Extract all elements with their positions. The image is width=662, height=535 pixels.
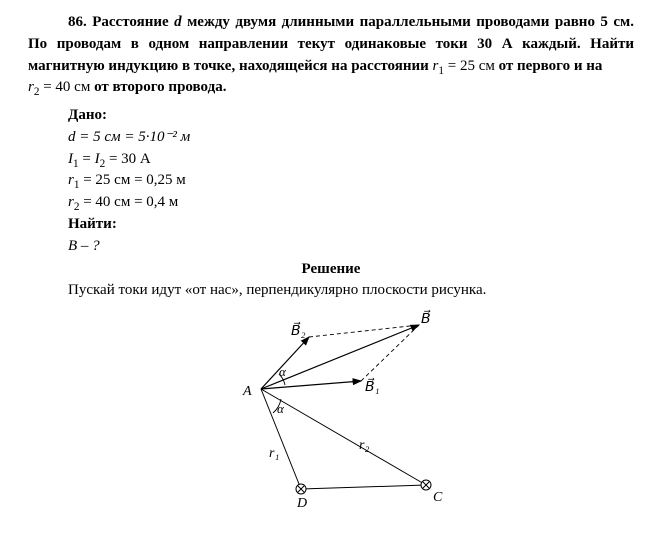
vector-B [261,325,419,389]
given-d: d = 5 см = 5·10⁻² м [68,127,634,149]
line-AC [261,389,426,485]
physics-diagram: A D C B⃗ B⃗₁ B⃗₂ α α r₁ r₂ [181,309,481,509]
problem-statement: 86. Расстояние d между двумя длинными па… [28,12,634,99]
problem-number: 86. [68,14,87,30]
given-r1: r1 = 25 см = 0,25 м [68,170,634,192]
find-expr: B – ? [68,236,634,258]
current-into-page-D [296,484,306,494]
find-label: Найти: [68,214,634,236]
label-B-vec: B⃗ [421,310,431,328]
r2-val: = 40 см [39,79,94,95]
solution-title: Решение [28,261,634,278]
given-d-expr: d = 5 см = 5·10⁻² м [68,129,190,145]
diagram-container: A D C B⃗ B⃗₁ B⃗₂ α α r₁ r₂ [28,309,634,509]
label-alpha-top: α [279,364,287,379]
label-B2-vec: B⃗₂ [291,322,306,340]
given-r2-val: = 40 см = 0,4 м [79,194,178,210]
label-r1: r₁ [269,446,279,461]
dashed-B1-to-B [361,325,419,381]
given-I: I1 = I2 = 30 А [68,149,634,171]
vector-B2 [261,337,309,389]
given-I-val: = 30 А [105,151,151,167]
label-C: C [433,490,443,505]
solution-text: Пускай токи идут «от нас», перпендикуляр… [28,280,634,301]
problem-part3: от первого и на [499,58,603,74]
vector-B1 [261,381,361,389]
problem-part1: Расстояние [92,14,174,30]
problem-line2: r2 = 40 см от второго провода. [28,77,634,99]
given-r1-val: = 25 см = 0,25 м [79,172,185,188]
label-D: D [296,496,307,509]
eq1: = [79,151,95,167]
line-DC [301,485,426,489]
label-alpha-bottom: α [277,401,285,416]
r1-val: = 25 см [444,58,499,74]
given-label: Дано: [68,105,634,127]
dashed-B2-to-B [309,325,419,337]
label-B1-vec: B⃗₁ [365,378,379,396]
find-B: B – ? [68,238,100,254]
problem-text-block: 86. Расстояние d между двумя длинными па… [28,12,634,77]
problem-end: от второго провода. [94,79,226,95]
var-d: d [174,14,182,30]
current-into-page-C [421,480,431,490]
label-A: A [242,384,252,399]
given-section: Дано: d = 5 см = 5·10⁻² м I1 = I2 = 30 А… [68,105,634,257]
label-r2: r₂ [359,438,369,453]
given-r2: r2 = 40 см = 0,4 м [68,192,634,214]
